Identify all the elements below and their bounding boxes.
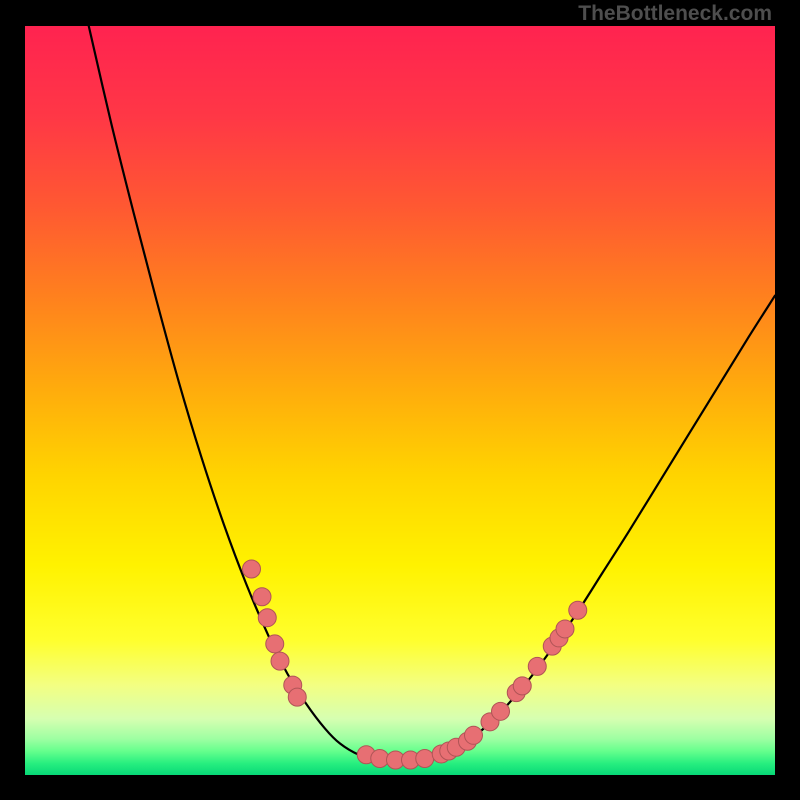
watermark-text: TheBottleneck.com (578, 2, 772, 26)
marker-dot (371, 750, 389, 768)
marker-dot (513, 677, 531, 695)
marker-dot (528, 657, 546, 675)
chart-frame: TheBottleneck.com (0, 0, 800, 800)
marker-dot (416, 750, 434, 768)
plot-area (25, 26, 775, 775)
marker-dot (288, 688, 306, 706)
gradient-background (25, 26, 775, 775)
marker-dot (492, 702, 510, 720)
marker-dot (465, 726, 483, 744)
marker-dot (253, 588, 271, 606)
marker-dot (556, 620, 574, 638)
marker-dot (258, 609, 276, 627)
marker-dot (243, 560, 261, 578)
marker-dot (266, 635, 284, 653)
chart-svg (25, 26, 775, 775)
marker-dot (569, 601, 587, 619)
marker-dot (271, 652, 289, 670)
